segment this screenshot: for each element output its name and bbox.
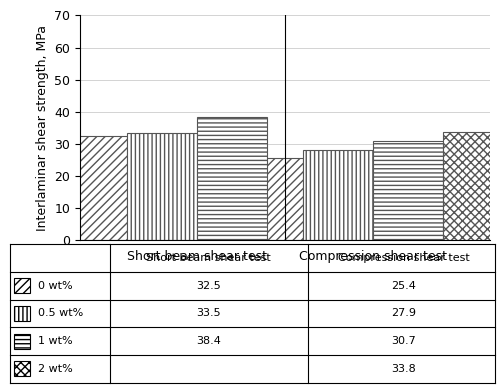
Text: 2 wt%: 2 wt%	[38, 364, 72, 374]
FancyBboxPatch shape	[14, 278, 30, 293]
Bar	[197, 117, 268, 240]
Text: Compression shear test: Compression shear test	[338, 253, 469, 263]
Bar	[443, 132, 500, 240]
Text: 1 wt%: 1 wt%	[38, 336, 72, 346]
FancyBboxPatch shape	[14, 361, 30, 377]
Bar	[373, 142, 443, 240]
Text: 33.8: 33.8	[392, 364, 416, 374]
FancyBboxPatch shape	[14, 306, 30, 321]
FancyBboxPatch shape	[14, 334, 30, 349]
Text: 33.5: 33.5	[196, 308, 221, 319]
Text: 27.9: 27.9	[391, 308, 416, 319]
Text: Short beam shear test: Short beam shear test	[146, 253, 271, 263]
Text: 25.4: 25.4	[392, 281, 416, 291]
Bar	[232, 159, 302, 240]
Bar	[56, 136, 127, 240]
Text: 38.4: 38.4	[196, 336, 221, 346]
Y-axis label: Interlaminar shear strength, MPa: Interlaminar shear strength, MPa	[36, 25, 49, 231]
Text: 30.7: 30.7	[392, 336, 416, 346]
Bar	[127, 132, 197, 240]
Text: 32.5: 32.5	[196, 281, 221, 291]
Text: 0.5 wt%: 0.5 wt%	[38, 308, 83, 319]
Bar	[302, 151, 373, 240]
Text: 0 wt%: 0 wt%	[38, 281, 72, 291]
